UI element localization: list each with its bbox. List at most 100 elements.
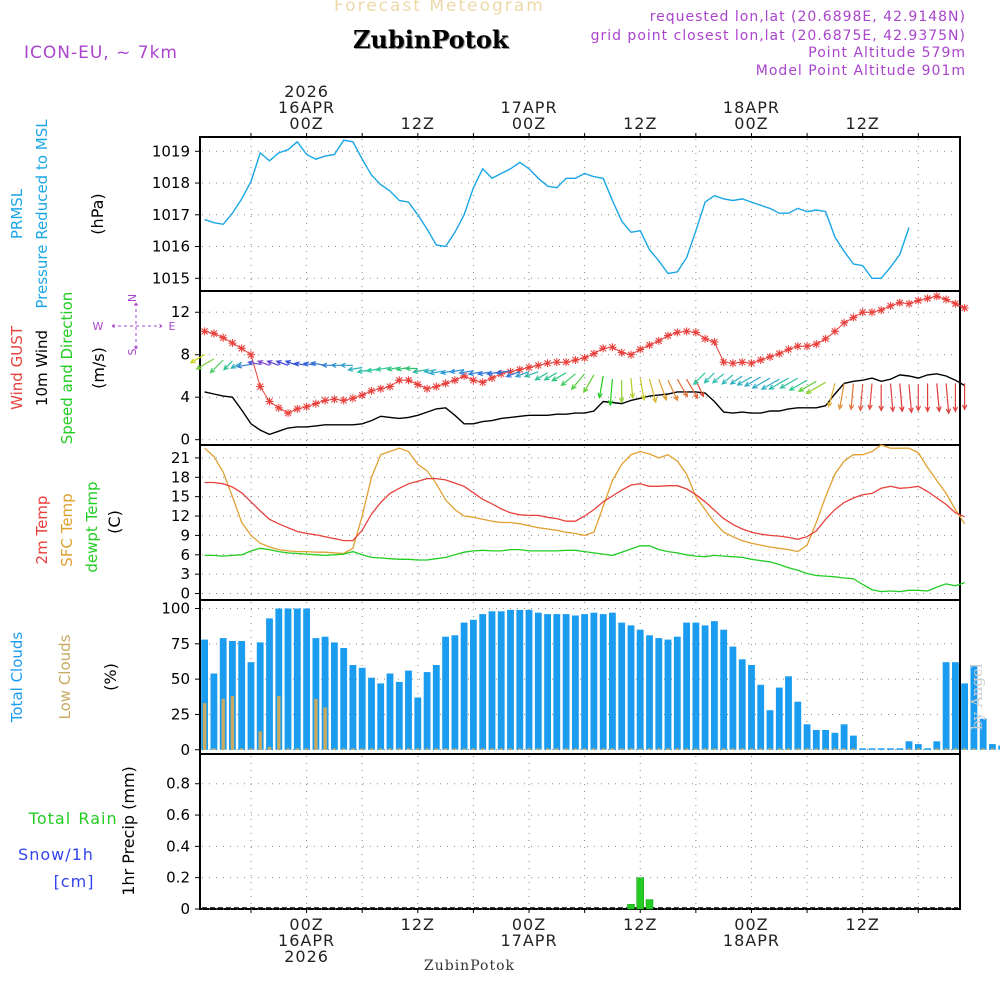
low-cloud-bar xyxy=(332,748,337,750)
clouds-tick-label: 50 xyxy=(171,670,190,688)
total-cloud-bar xyxy=(803,724,811,750)
wind-arrow xyxy=(961,383,968,411)
total-cloud-bar xyxy=(266,618,273,750)
wind-arrow xyxy=(386,366,400,372)
gust-marker xyxy=(905,299,914,308)
t2m-label: 2m Temp xyxy=(33,496,51,565)
low-cloud-bar xyxy=(638,748,642,750)
wind-arrow xyxy=(676,378,688,398)
wind-arrow xyxy=(495,369,511,375)
rain-bar xyxy=(636,877,644,910)
total-cloud-bar xyxy=(377,683,385,750)
temp-tick-label: 12 xyxy=(171,507,190,525)
gust-marker xyxy=(450,376,459,385)
total-cloud-bar xyxy=(896,748,904,750)
gust-marker xyxy=(766,352,774,361)
dewpoint-label: dewpt Temp xyxy=(83,481,101,572)
total-cloud-bar xyxy=(636,629,644,750)
gust-marker xyxy=(274,403,283,412)
total-cloud-bar xyxy=(331,642,338,750)
total-cloud-bar xyxy=(395,681,403,750)
precip-unit: 1hr Precip (mm) xyxy=(119,766,138,896)
watermark: by Angel xyxy=(968,663,986,730)
bottom-time-label: 00Z xyxy=(289,915,323,934)
gust-marker xyxy=(358,391,367,400)
gust-marker xyxy=(330,395,339,404)
total-cloud-bar xyxy=(683,622,690,750)
low-cloud-bar xyxy=(499,748,503,750)
gust-marker xyxy=(404,376,413,385)
total-cloud-bar xyxy=(219,638,227,750)
low-cloud-bar xyxy=(833,748,837,750)
low-clouds-label: Low Clouds xyxy=(56,634,74,719)
low-cloud-bar xyxy=(490,748,494,750)
low-cloud-bar xyxy=(462,748,466,750)
wind-arrow xyxy=(692,372,706,386)
panel-frame-precip xyxy=(199,753,961,910)
gust-marker xyxy=(284,409,293,418)
low-cloud-bar xyxy=(564,748,568,750)
top-time-label: 12Z xyxy=(846,114,880,133)
low-cloud-bar xyxy=(916,748,920,750)
gust-marker xyxy=(321,396,330,405)
gust-marker xyxy=(840,318,849,327)
wind-arrow xyxy=(449,368,465,374)
total-cloud-bar xyxy=(664,639,672,750)
gust-marker xyxy=(413,380,422,389)
low-cloud-bar xyxy=(425,748,429,750)
gust-marker xyxy=(645,341,654,350)
gust-marker xyxy=(914,296,923,305)
low-cloud-bar xyxy=(731,748,735,750)
total-cloud-bar xyxy=(284,608,292,750)
total-cloud-bar xyxy=(748,665,755,750)
total-cloud-bar xyxy=(989,744,996,750)
rain-bar xyxy=(645,899,654,910)
total-cloud-bar xyxy=(368,677,375,750)
wind-arrow xyxy=(339,362,353,369)
top-time-label: 18APR xyxy=(723,98,780,117)
low-cloud-bar xyxy=(416,748,420,750)
low-cloud-bar xyxy=(508,748,513,750)
gust-marker xyxy=(219,333,228,342)
gust-marker xyxy=(478,378,487,387)
gust-marker xyxy=(209,329,218,338)
total-cloud-bar xyxy=(812,730,820,750)
low-cloud-bar xyxy=(518,748,522,750)
gust-marker xyxy=(367,386,376,395)
wind-arrow xyxy=(952,383,959,413)
wind-arrow xyxy=(648,379,658,404)
total-cloud-bar xyxy=(572,615,579,750)
low-cloud-bar xyxy=(675,748,679,750)
bottom-time-label: 17APR xyxy=(500,931,557,950)
model-label: ICON-EU, ~ 7km xyxy=(24,43,178,63)
wind-arrow xyxy=(189,354,205,364)
total-cloud-bar xyxy=(460,622,468,750)
temp-tick-label: 18 xyxy=(171,468,190,486)
requested-coords: requested lon,lat (20.6898E, 42.9148N) xyxy=(649,9,966,25)
panel-frame-wind xyxy=(199,290,961,446)
gust-marker xyxy=(756,356,765,365)
wind-arrow xyxy=(256,360,270,366)
total-cloud-bar xyxy=(590,612,598,750)
wind-arrow xyxy=(858,384,864,412)
low-cloud-bar xyxy=(267,746,272,750)
gust-marker xyxy=(682,327,691,336)
wind-arrow xyxy=(607,379,614,407)
gust-marker xyxy=(886,301,895,310)
wind-arrow xyxy=(534,372,548,381)
gust-marker xyxy=(580,353,589,362)
gust-marker xyxy=(487,374,496,383)
total-cloud-bar xyxy=(451,635,459,750)
prmsl-label: PRMSL xyxy=(8,188,26,239)
total-cloud-bar xyxy=(358,667,366,750)
bottom-time-label: 12Z xyxy=(623,915,657,934)
wind-label: 10m Wind xyxy=(33,330,51,406)
clouds-unit: (%) xyxy=(101,663,120,691)
gust-marker xyxy=(793,342,802,351)
temp-tick-label: 6 xyxy=(180,546,190,564)
total-cloud-bar xyxy=(321,636,329,750)
gust-marker xyxy=(664,331,673,340)
total-cloud-bar xyxy=(618,622,626,750)
bottom-time-label: 00Z xyxy=(512,915,546,934)
